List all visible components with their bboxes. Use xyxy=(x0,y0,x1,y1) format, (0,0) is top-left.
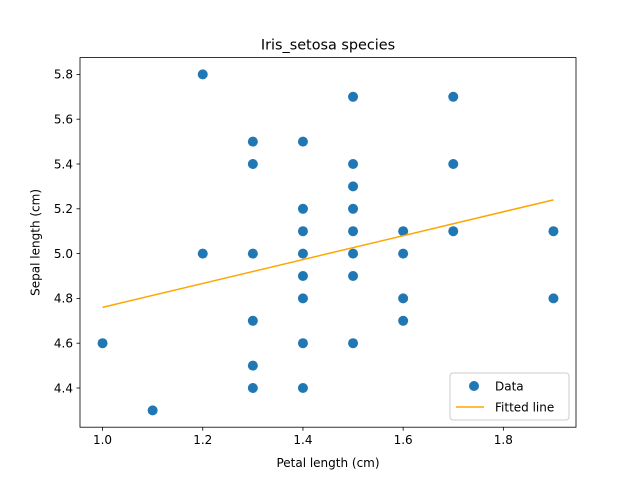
data-point xyxy=(348,159,359,169)
data-point xyxy=(297,383,308,393)
x-tick-label: 1.8 xyxy=(494,433,513,447)
legend-marker-data xyxy=(469,381,479,391)
data-point xyxy=(448,91,459,102)
data-point xyxy=(348,91,359,102)
data-point xyxy=(297,136,308,147)
x-axis-label: Petal length (cm) xyxy=(276,456,379,470)
data-point xyxy=(297,293,308,304)
data-point xyxy=(247,315,258,326)
data-point xyxy=(297,203,308,214)
data-point xyxy=(348,271,359,281)
data-point xyxy=(398,226,409,237)
data-point xyxy=(348,338,359,349)
y-tick-label: 5.6 xyxy=(54,113,73,127)
data-point xyxy=(548,226,559,237)
data-point xyxy=(297,248,308,259)
data-point xyxy=(247,159,258,169)
data-point xyxy=(398,248,409,259)
data-point xyxy=(247,248,258,259)
data-point xyxy=(348,203,359,214)
fitted-line xyxy=(102,199,554,309)
axes-frame xyxy=(79,57,577,428)
chart-title: Iris_setosa species xyxy=(261,38,395,54)
data-point xyxy=(297,226,308,237)
data-point xyxy=(348,181,359,192)
x-tick-label: 1.6 xyxy=(394,433,413,447)
data-point xyxy=(197,69,208,80)
data-point xyxy=(297,338,308,349)
y-axis-label: Sepal length (cm) xyxy=(29,189,43,296)
x-tick-label: 1.0 xyxy=(93,433,112,447)
data-point xyxy=(97,338,108,349)
data-point xyxy=(297,271,308,281)
data-point xyxy=(197,248,208,259)
x-tick-label: 1.4 xyxy=(293,433,312,447)
data-point xyxy=(448,159,459,169)
y-tick-label: 5.4 xyxy=(54,157,73,171)
y-tick-label: 5.8 xyxy=(54,68,73,82)
y-tick-label: 5.0 xyxy=(54,247,73,261)
legend-label-data: Data xyxy=(495,380,524,394)
y-tick-label: 4.6 xyxy=(54,337,73,351)
y-tick-label: 5.2 xyxy=(54,202,73,216)
data-point xyxy=(247,136,258,147)
data-point xyxy=(348,248,359,259)
legend: Data Fitted line xyxy=(449,372,570,421)
data-point xyxy=(398,315,409,326)
data-point xyxy=(448,226,459,237)
x-tick-label: 1.2 xyxy=(193,433,212,447)
data-point xyxy=(398,293,409,304)
axis-ticks: 1.0 1.2 1.4 1.6 1.8 4.4 4.6 4.8 5.0 5.2 5.4 5.6 5.8 xyxy=(54,68,513,448)
y-tick-label: 4.8 xyxy=(54,292,73,306)
legend-label-fitted-line: Fitted line xyxy=(495,401,554,415)
plot-area xyxy=(97,69,559,416)
y-tick-label: 4.4 xyxy=(54,381,73,395)
legend-box xyxy=(449,372,570,421)
data-point xyxy=(548,293,559,304)
data-point xyxy=(348,226,359,237)
data-point xyxy=(147,405,158,416)
data-point xyxy=(247,383,258,393)
data-point xyxy=(247,360,258,371)
